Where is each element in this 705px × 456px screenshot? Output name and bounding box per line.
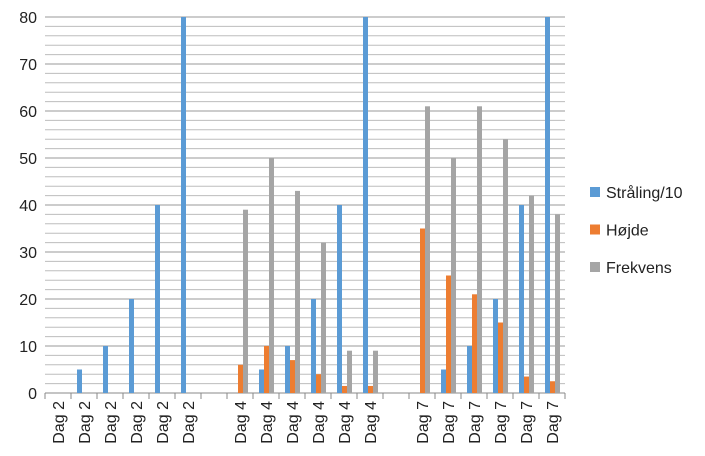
bar: [259, 369, 264, 393]
x-tick-label: Dag 2: [51, 401, 68, 444]
legend-swatch: [590, 262, 600, 272]
bar: [519, 205, 524, 393]
bar: [103, 346, 108, 393]
bar: [321, 242, 326, 393]
bar: [529, 195, 534, 393]
bar: [347, 350, 352, 393]
x-tick-label: Dag 7: [467, 401, 484, 444]
bar: [373, 350, 378, 393]
legend-label: Højde: [606, 223, 649, 240]
bar: [337, 205, 342, 393]
bar: [368, 385, 373, 393]
bar: [290, 360, 295, 393]
legend-label: Frekvens: [606, 260, 672, 277]
x-tick-label: Dag 2: [103, 401, 120, 444]
bar: [524, 376, 529, 393]
bar: [243, 209, 248, 393]
x-tick-label: Dag 7: [441, 401, 458, 444]
legend-swatch: [590, 187, 600, 197]
bar: [77, 369, 82, 393]
x-tick-label: Dag 2: [129, 401, 146, 444]
bar: [363, 17, 368, 393]
x-tick-label: Dag 2: [77, 401, 94, 444]
x-tick-label: Dag 4: [285, 401, 302, 444]
bar: [311, 299, 316, 393]
y-tick-label: 60: [19, 104, 37, 121]
y-tick-label: 0: [28, 386, 37, 403]
x-tick-label: Dag 4: [233, 401, 250, 444]
x-tick-label: Dag 7: [415, 401, 432, 444]
y-tick-label: 40: [19, 198, 37, 215]
bar: [181, 17, 186, 393]
bar: [129, 299, 134, 393]
x-tick-label: Dag 4: [259, 401, 276, 444]
bar: [446, 275, 451, 393]
bar: [238, 364, 243, 393]
bar: [155, 205, 160, 393]
y-tick-label: 70: [19, 57, 37, 74]
bar: [550, 381, 555, 393]
y-tick-label: 30: [19, 245, 37, 262]
legend-label: Stråling/10: [606, 184, 683, 202]
x-tick-label: Dag 7: [493, 401, 510, 444]
bar: [498, 322, 503, 393]
bar: [420, 228, 425, 393]
bar: [555, 214, 560, 393]
x-tick-label: Dag 4: [337, 401, 354, 444]
bar: [472, 294, 477, 393]
bar: [295, 190, 300, 393]
bar: [285, 346, 290, 393]
bar: [264, 346, 269, 393]
bar: [342, 385, 347, 393]
bar: [441, 369, 446, 393]
bar: [493, 299, 498, 393]
bar: [467, 346, 472, 393]
y-tick-label: 50: [19, 151, 37, 168]
x-tick-label: Dag 4: [363, 401, 380, 444]
bar: [451, 158, 456, 393]
bar: [425, 106, 430, 394]
legend-swatch: [590, 224, 600, 235]
bar: [503, 139, 508, 393]
x-tick-label: Dag 2: [181, 401, 198, 444]
bar: [545, 17, 550, 393]
y-tick-label: 20: [19, 292, 37, 309]
bar: [477, 106, 482, 394]
y-tick-label: 10: [19, 339, 37, 356]
x-tick-label: Dag 4: [311, 401, 328, 444]
bar: [269, 158, 274, 393]
x-tick-label: Dag 7: [519, 401, 536, 444]
x-tick-label: Dag 7: [545, 401, 562, 444]
bar: [316, 374, 321, 393]
x-tick-label: Dag 2: [155, 401, 172, 444]
y-tick-label: 80: [19, 10, 37, 27]
